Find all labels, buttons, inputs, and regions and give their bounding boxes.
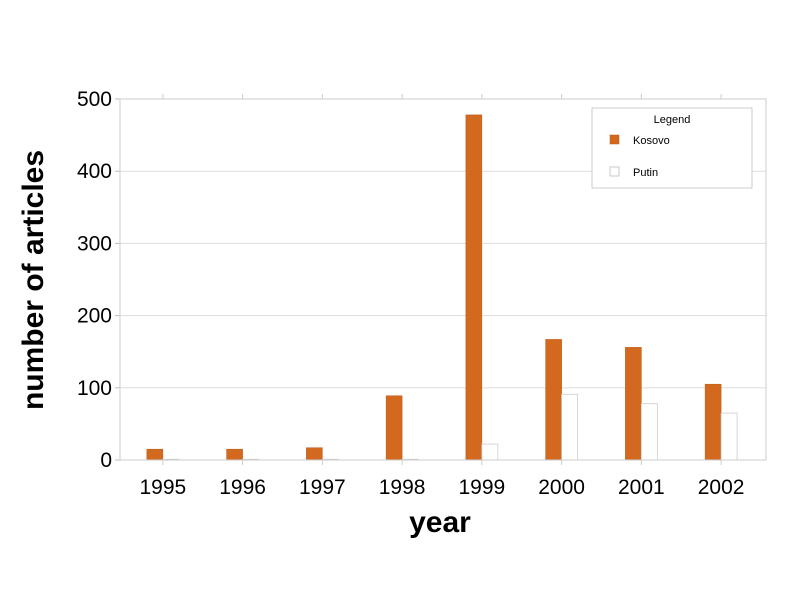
legend-swatch-kosovo xyxy=(609,134,620,145)
x-tick-labels: 1995 1996 1997 1998 1999 2000 2001 2002 xyxy=(139,476,744,499)
y-tick-label-200: 200 xyxy=(77,305,112,328)
bars xyxy=(146,114,738,461)
x-tick-label-1995: 1995 xyxy=(139,476,186,499)
bar-kosovo-1996 xyxy=(226,448,243,461)
bar-kosovo-1997 xyxy=(306,447,323,461)
bar-kosovo-1995 xyxy=(146,448,164,461)
x-axis-title: year xyxy=(409,506,471,539)
x-tick-label-2002: 2002 xyxy=(698,476,745,499)
bar-kosovo-2001 xyxy=(625,347,642,461)
x-tick-label-1998: 1998 xyxy=(379,476,426,499)
x-tick-label-1999: 1999 xyxy=(459,476,506,499)
axis-ticks xyxy=(162,94,722,465)
y-tick-label-400: 400 xyxy=(77,160,112,183)
y-tick-label-0: 0 xyxy=(100,449,112,472)
bar-putin-2002 xyxy=(720,412,738,461)
legend: Legend Kosovo Putin xyxy=(591,107,753,189)
bar-putin-2001 xyxy=(640,403,658,461)
x-tick-label-1997: 1997 xyxy=(299,476,346,499)
plot-frame xyxy=(119,98,767,461)
legend-label-kosovo: Kosovo xyxy=(633,135,670,147)
legend-title: Legend xyxy=(654,114,691,126)
y-tick-labels: 0 100 200 300 400 500 xyxy=(77,88,112,472)
y-axis-title: number of articles xyxy=(17,150,50,410)
x-tick-label-1996: 1996 xyxy=(219,476,266,499)
bar-kosovo-1999 xyxy=(465,114,483,461)
y-tick-label-500: 500 xyxy=(77,88,112,111)
bar-kosovo-2002 xyxy=(704,383,722,461)
bar-putin-2000 xyxy=(561,393,579,461)
y-tick-label-100: 100 xyxy=(77,377,112,400)
y-tick-label-300: 300 xyxy=(77,232,112,255)
bar-kosovo-2000 xyxy=(545,339,562,461)
x-tick-label-2000: 2000 xyxy=(538,476,585,499)
bar-kosovo-1998 xyxy=(385,395,403,461)
legend-label-putin: Putin xyxy=(633,167,658,179)
bar-putin-1999 xyxy=(481,443,499,461)
legend-swatch-putin xyxy=(609,166,620,177)
x-tick-label-2001: 2001 xyxy=(618,476,665,499)
